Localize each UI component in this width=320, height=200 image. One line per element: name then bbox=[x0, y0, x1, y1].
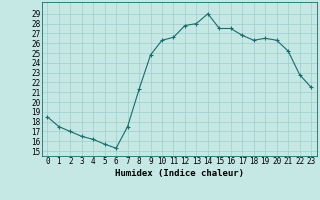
X-axis label: Humidex (Indice chaleur): Humidex (Indice chaleur) bbox=[115, 169, 244, 178]
